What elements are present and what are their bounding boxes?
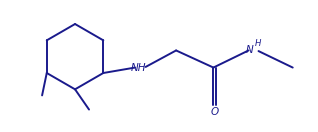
Text: N: N (246, 45, 254, 55)
Text: O: O (210, 107, 218, 117)
Text: H: H (254, 39, 261, 48)
Text: NH: NH (131, 63, 147, 73)
